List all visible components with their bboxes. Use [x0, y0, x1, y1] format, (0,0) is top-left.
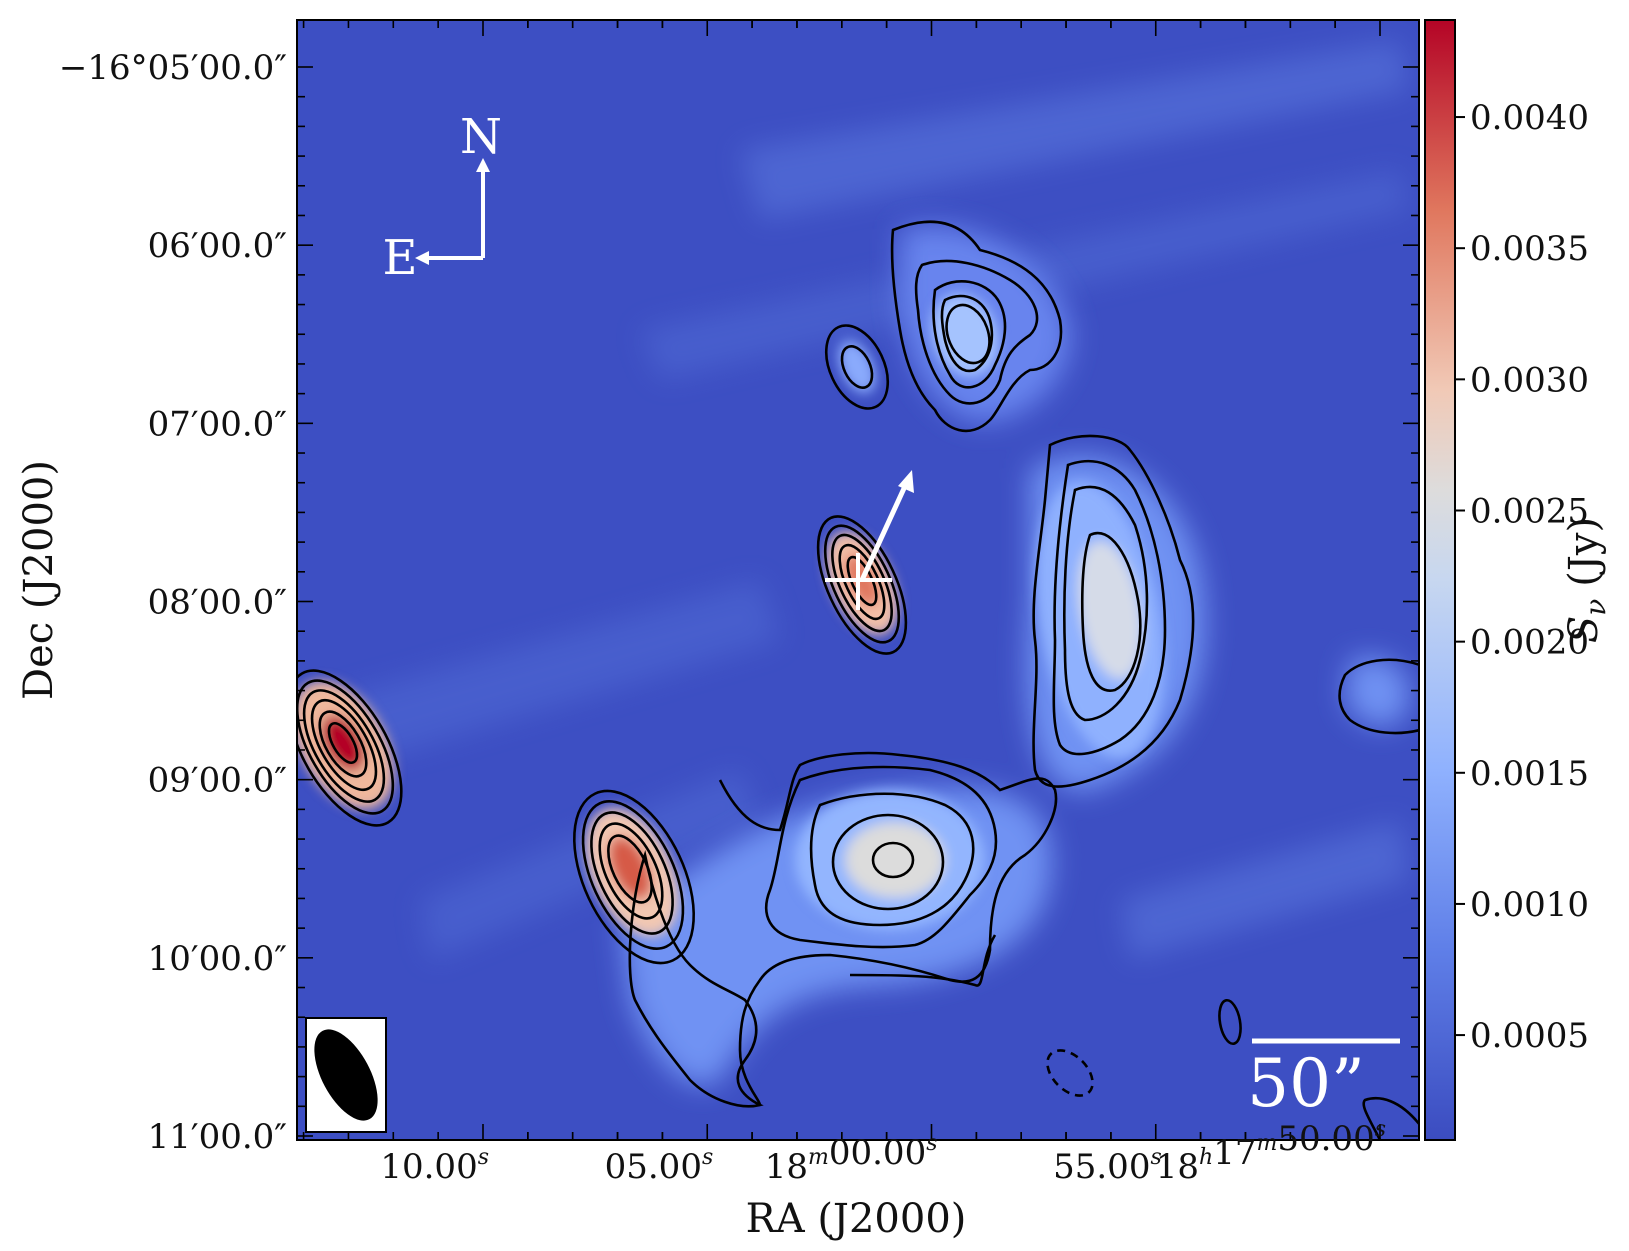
contour — [598, 822, 664, 920]
colorbar-tick-label: 0.0020 — [1470, 623, 1589, 663]
contour — [581, 800, 685, 950]
y-tick-label: 08′00.0″ — [148, 583, 287, 623]
colorbar-tick-label: 0.0030 — [1470, 360, 1589, 400]
contour — [823, 524, 901, 644]
contour — [890, 220, 1063, 433]
contour — [838, 543, 886, 621]
contour — [932, 280, 1007, 389]
contour — [297, 679, 395, 815]
contour — [1080, 531, 1142, 692]
colorbar-tick-label: 0.0015 — [1470, 754, 1589, 794]
contour — [831, 533, 893, 633]
contour — [1052, 459, 1167, 756]
colorbar-gradient — [1424, 19, 1456, 1141]
compass — [415, 158, 490, 265]
x-tick-label: 18h17m50.00s — [1156, 1117, 1386, 1187]
compass-arrows-icon — [415, 158, 490, 265]
map-panel — [297, 20, 1419, 1140]
y-tick-label: 11′00.0″ — [148, 1117, 287, 1157]
contour — [1218, 998, 1242, 1046]
contours — [297, 220, 1419, 1140]
x-tick-label: 10.00s — [380, 1145, 489, 1187]
contour — [1338, 658, 1419, 735]
cross-marker-icon — [825, 553, 892, 610]
x-tick-label: 55.00s — [1053, 1145, 1162, 1187]
contour — [809, 792, 975, 927]
colorbar-label: Sν (Jy) — [1561, 517, 1612, 643]
colorbar-tick-label: 0.0025 — [1470, 491, 1589, 531]
contour — [871, 841, 915, 879]
contour — [572, 789, 696, 965]
colorbar-tick-label: 0.0010 — [1470, 885, 1589, 925]
beam-inset — [305, 1017, 387, 1133]
contour — [1032, 434, 1195, 788]
compass-east-label: E — [382, 230, 417, 286]
y-tick-label: 06′00.0″ — [148, 226, 287, 266]
contour — [824, 324, 890, 410]
y-tick-label: 09′00.0″ — [148, 761, 287, 801]
contour — [914, 259, 1039, 405]
contour — [628, 849, 764, 1108]
x-tick-label: 05.00s — [605, 1145, 714, 1187]
contour — [302, 689, 386, 803]
colorbar-label-subscript: ν — [1579, 599, 1612, 616]
contour — [849, 934, 997, 987]
contour — [718, 751, 1058, 1106]
compass-north-label: N — [460, 109, 502, 165]
contour — [831, 813, 945, 911]
y-tick-label: −16°05′00.0″ — [59, 48, 287, 88]
y-tick-label: 07′00.0″ — [148, 404, 287, 444]
small-blob-core — [838, 340, 876, 394]
contour — [590, 811, 674, 935]
contour — [1063, 485, 1149, 722]
y-axis-title: Dec (J2000) — [16, 460, 62, 700]
colorbar-label-unit: (Jy) — [1561, 517, 1607, 587]
contour — [945, 303, 991, 365]
colorbar-tick-label: 0.0005 — [1470, 1016, 1589, 1056]
eastern-component-core — [1078, 540, 1142, 680]
contour — [1362, 1096, 1419, 1140]
colorbar-tick-label: 0.0040 — [1470, 98, 1589, 138]
beam-ellipse-icon — [314, 1029, 378, 1121]
contour — [940, 294, 994, 373]
contour — [318, 710, 368, 778]
colorbar-ticks: 0.0040 0.0035 0.0030 0.0025 0.0020 0.0015 0.00… — [1455, 98, 1589, 1056]
axis-ticks — [297, 20, 1419, 1140]
contour — [310, 698, 378, 792]
x-axis-title: RA (J2000) — [746, 1196, 967, 1242]
contour — [816, 515, 908, 655]
southern-component-core — [845, 822, 945, 898]
scale-bar: 50” — [1247, 1038, 1400, 1122]
y-tick-label: 10′00.0″ — [148, 939, 287, 979]
arrow-icon — [859, 470, 914, 582]
scale-bar-label: 50” — [1247, 1045, 1365, 1122]
contour — [840, 345, 874, 389]
colorbar-tick-label: 0.0035 — [1470, 229, 1589, 269]
colorbar-label-symbol: S — [1561, 616, 1607, 643]
x-tick-label: 18m00.00s — [765, 1131, 938, 1187]
contour — [846, 555, 878, 607]
contour — [297, 669, 403, 827]
colorbar: 0.0040 0.0035 0.0030 0.0025 0.0020 0.0015 0.00… — [1424, 19, 1612, 1141]
plot-frame — [296, 19, 1420, 1141]
contour — [764, 765, 998, 949]
y-axis-labels: −16°05′00.0″ 06′00.0″ 07′00.0″ 08′00.0″ 09′0… — [59, 48, 287, 1157]
negative-contour — [1046, 1049, 1094, 1097]
contour — [327, 722, 359, 764]
